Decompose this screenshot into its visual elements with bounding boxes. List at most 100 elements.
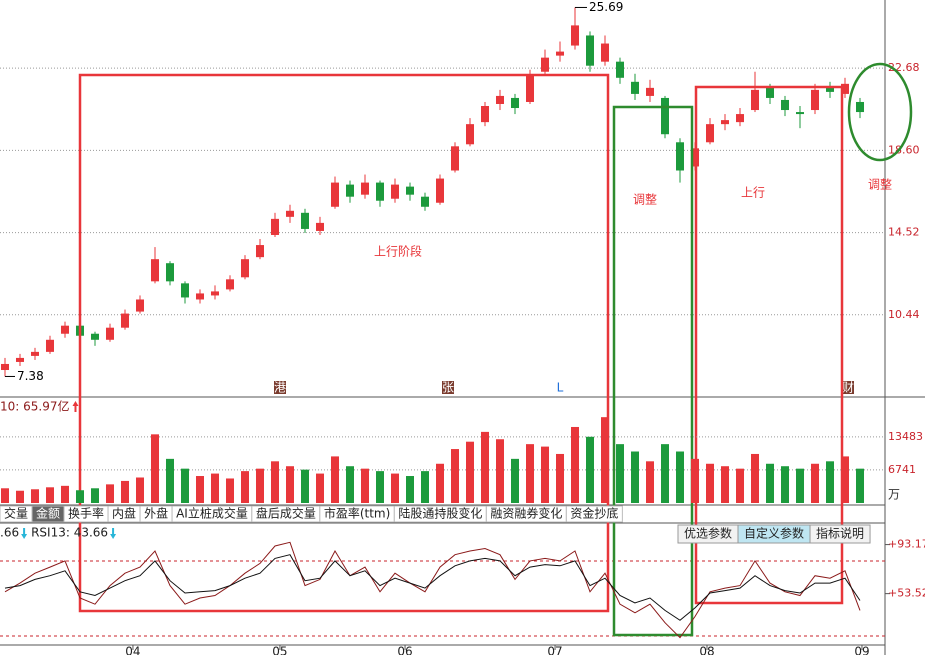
volume-bar (676, 451, 685, 503)
button[interactable]: 指标说明 (809, 524, 871, 544)
tab[interactable]: 换手率 (63, 505, 109, 523)
candle-body (45, 339, 54, 352)
candle-body (661, 97, 670, 135)
tab[interactable]: 金额 (31, 505, 65, 523)
volume-bar (195, 476, 204, 503)
tab[interactable]: 交量 (0, 505, 33, 523)
candle-body (721, 120, 730, 125)
volume-bar (420, 471, 429, 503)
candle-body (30, 351, 39, 356)
tab-label: 换手率 (68, 506, 104, 521)
volume-bar (255, 468, 264, 503)
volume-bar (390, 473, 399, 503)
x-tick-label: 05 (272, 645, 287, 655)
candle-body (360, 182, 369, 195)
volume-bar (511, 458, 520, 503)
candle-body (60, 325, 69, 334)
candle-body (706, 124, 715, 143)
volume-bar (706, 463, 715, 503)
tab-label: 市盈率(ttm) (324, 506, 390, 521)
rsi-header: .66 (0, 526, 19, 540)
candle-body (135, 299, 144, 312)
tab-label: 盘后成交量 (256, 506, 316, 521)
candle-body (165, 263, 174, 282)
volume-bar (571, 426, 580, 503)
volume-bar (240, 471, 249, 503)
annotation: 调整 (633, 192, 657, 207)
tab[interactable]: 融资融券变化 (485, 505, 567, 523)
candle-body (285, 210, 294, 217)
tab[interactable]: 市盈率(ttm) (319, 505, 395, 523)
tab[interactable]: 盘后成交量 (251, 505, 321, 523)
candle-body (436, 178, 444, 203)
volume-bar (616, 444, 625, 503)
volume-bar (90, 488, 99, 503)
tab-label: 交量 (4, 506, 28, 521)
tab-label: 内盘 (112, 506, 136, 521)
volume-bar (120, 480, 129, 503)
x-tick-label: 07 (547, 645, 562, 655)
marker: 财 (842, 381, 854, 395)
candle-body (586, 35, 595, 66)
tab[interactable]: AI立桩成交量 (171, 505, 253, 523)
volume-bar (691, 458, 700, 503)
candle-body (90, 333, 99, 340)
button-bg (809, 524, 871, 544)
candle-body (120, 313, 129, 328)
candle-body (345, 184, 354, 197)
candle-body (541, 57, 550, 72)
volume-bar (105, 484, 114, 503)
box-uptrend (694, 85, 844, 605)
tab[interactable]: 资金抄底 (565, 505, 623, 523)
button[interactable]: 自定义参数 (737, 524, 811, 544)
volume-bar (30, 489, 39, 503)
candle-body (781, 99, 790, 111)
candle-body (195, 293, 204, 300)
volume-bar (526, 444, 535, 503)
y-tick-label: 13483 (888, 430, 923, 443)
volume-bar (811, 463, 820, 503)
volume-bar (375, 471, 384, 503)
candle-body (646, 87, 655, 96)
rsi-line (4, 554, 861, 621)
candle-body (330, 182, 339, 207)
tab-label: 外盘 (144, 506, 168, 521)
volume-bar (405, 476, 414, 503)
rsi-line (4, 541, 861, 639)
candle-body (150, 259, 159, 282)
volume-bar (60, 485, 69, 503)
tab[interactable]: 外盘 (139, 505, 173, 523)
candle-body (481, 106, 490, 123)
tab-label: 陆股通持股变化 (398, 506, 482, 521)
volume-bar (736, 468, 745, 503)
marker: 港 (274, 381, 286, 395)
candle-body (811, 89, 820, 111)
candle-body (496, 95, 505, 104)
volume-bar (751, 453, 760, 503)
volume-bar (841, 456, 850, 503)
volume-bar (360, 468, 369, 503)
candle-body (466, 124, 475, 145)
candle-body (315, 222, 324, 231)
candle-body (631, 81, 640, 94)
tab[interactable]: 陆股通持股变化 (393, 505, 487, 523)
volume-bar (721, 466, 730, 503)
circle-adjust (847, 62, 913, 162)
rsi-header: RSI13: 43.66 (31, 526, 108, 540)
tab[interactable]: 内盘 (107, 505, 141, 523)
marker: 张 (442, 381, 454, 395)
marker: L (557, 381, 564, 395)
min-label: 7.38 (17, 369, 44, 383)
volume-bar (135, 477, 144, 503)
button[interactable]: 优选参数 (677, 524, 739, 544)
candle-body (736, 114, 745, 123)
candle-body (375, 182, 384, 201)
unit-label: 万 (888, 488, 900, 502)
tab-label: 金额 (36, 506, 60, 521)
candle-body (856, 101, 865, 113)
tab-bg (565, 505, 623, 523)
candle-body (751, 89, 760, 111)
candle-body (841, 83, 850, 94)
candle-body (451, 146, 460, 171)
